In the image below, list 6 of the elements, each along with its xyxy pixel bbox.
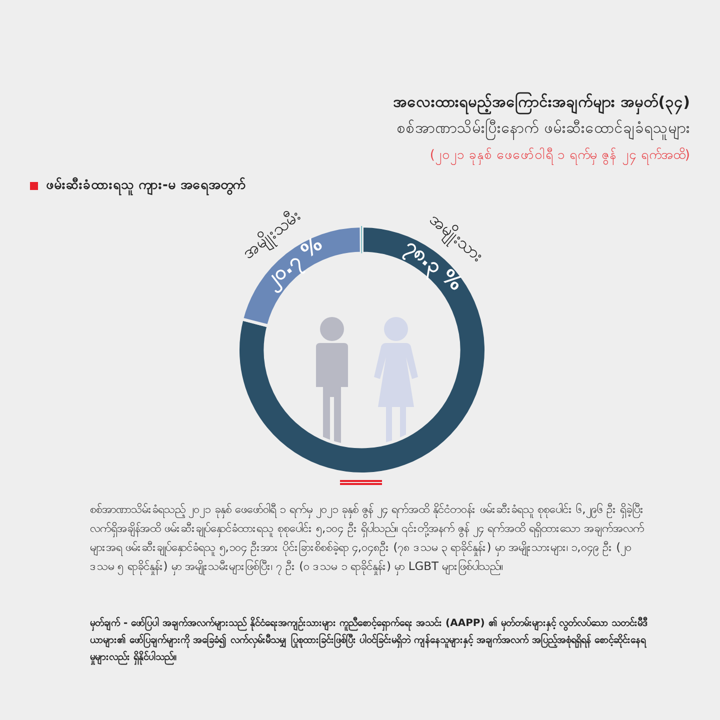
text: စစ်အာဏာသိမ်းခံရသည့် ၂၀၂၁ ခုနှစ် ဖေဖော်ဝါရီ ၁ ရက်မှ ၂၀၂၁ ခုနှစ် ဇွန် ၂၄ ရက်အထိ နိုင်ငံတဝန်း ဖမ်းဆီးခံရသူ စုစုပေါင်း ၆,၂၉၆ ဦး ရှိခဲ့ပြီး လက်ရှိအချိန်အထိ ဖမ်းဆီးချုပ်နှောင်ခံထားရသူ စုစုပေါင်း ၅,၁၀၄ ဦး ရှိပါသည်။ ၎င်းတို့အနက် ဇွန် ၂၄ ရက်အထိ ရရှိထားသော အချက်အလက်များအရ ဖမ်းဆီးချုပ်နှောင်ခံရသူ ၅,၁၀၄ ဦးအား ပိုင်းခြားစိစစ်ခဲ့ရာ ၄,၀၄၈ဦး (၇၈ ဒသမ ၃ ရာခိုင်နှုန်း) မှာ အမျိုးသားများ၊ ၁,၀၄၉ ဦး (၂၀ ဒသမ ၅ ရာခိုင်နှုန်း) မှာ အမျိုးသမီးများဖြစ်ပြီး၊ ၇ ဦး (၀ ဒသမ ၁ ရာခိုင်နှုန်း) မှာ LGBT များဖြစ်ပါသည်။ — [90, 501, 646, 576]
text: အလေးထားရမည့်အကြောင်းအချက်များ အမှတ်(၃၄) — [392, 92, 690, 114]
text: မှတ်ချက် - ဖော်ပြပါ အချက်အလက်များသည် နိုင်ငံရေးအကျဉ်းသားများ ကူညီစောင့်ရှောက်ရေး အသင်း (AAPP) ၏ မှတ်တမ်းများနှင့် လွတ်လပ်သော သတင်းမီဒီယာများ၏ ဖော်ပြချက်များကို အခြေခံ၍ လက်လှမ်းမီသမျှ ပြုစုထားခြင်းဖြစ်ပြီး ပါဝင်ခြင်းမရှိဘဲ ကျန်နေသူများနှင့် အချက်အလက် အပြည့်အစုံရရှိရန် စောင့်ဆိုင်းနေရမှုများလည်း ရှိနိုင်ပါသည်။ — [90, 615, 650, 666]
text: (၂၀၂၁ ခုနှစ် ဖေဖော်ဝါရီ ၁ ရက်မှ ဇွန် ၂၄ ရက်အထိ) — [428, 146, 690, 165]
text: စစ်အာဏာသိမ်းပြီးနောက် ဖမ်းဆီးထောင်ချခံရသူများ — [396, 118, 690, 140]
text: ဖမ်းဆီးခံထားရသူ ကျား-မ အရေအတွက် — [46, 176, 244, 195]
